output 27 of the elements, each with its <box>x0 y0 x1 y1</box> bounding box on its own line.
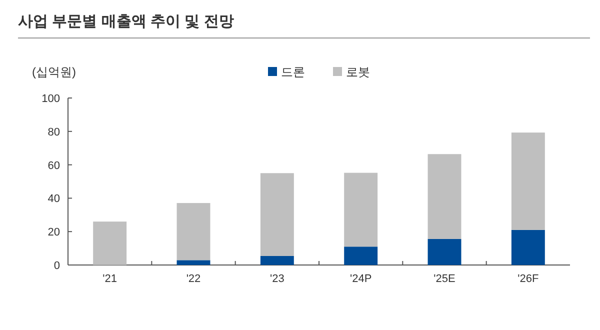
x-tick-label: '21 <box>102 273 118 285</box>
bar <box>93 222 127 265</box>
x-tick-label: '24P <box>350 273 372 285</box>
bar <box>260 256 294 265</box>
y-tick-label: 80 <box>48 126 60 138</box>
bar <box>260 173 294 256</box>
legend-label: 로봇 <box>346 65 370 79</box>
bar <box>428 154 462 239</box>
y-axis-title: (십억원) <box>32 65 76 79</box>
y-tick-label: 40 <box>48 193 60 206</box>
bar <box>176 203 210 260</box>
y-tick-label: 60 <box>48 160 60 172</box>
bar <box>511 132 545 230</box>
x-tick-label: '23 <box>270 273 284 285</box>
bar <box>428 238 462 265</box>
y-tick-label: 20 <box>48 226 60 239</box>
x-tick-label: '26F <box>518 273 539 285</box>
x-tick-label: '22 <box>186 273 201 285</box>
y-tick-label: 100 <box>42 93 60 105</box>
x-tick-label: '25E <box>434 273 456 285</box>
bar <box>344 246 378 265</box>
y-tick-label: 0 <box>54 260 60 272</box>
bar <box>511 230 545 265</box>
bar <box>344 172 378 247</box>
chart-title: 사업 부문별 매출액 추이 및 전망 <box>18 13 234 30</box>
bar <box>176 260 210 265</box>
legend-label: 드론 <box>281 65 305 79</box>
